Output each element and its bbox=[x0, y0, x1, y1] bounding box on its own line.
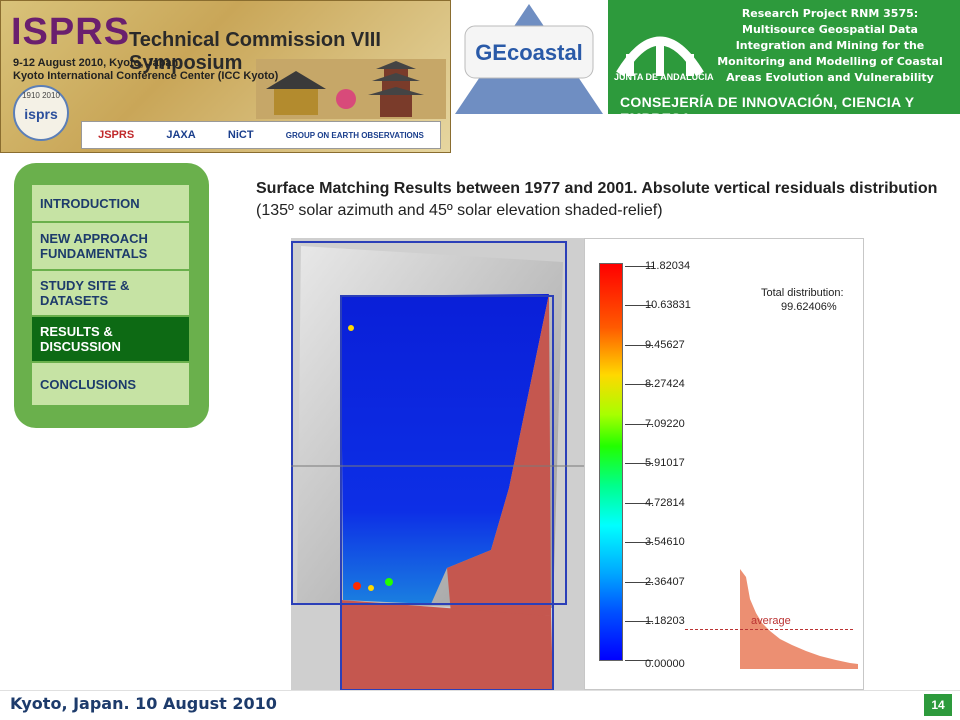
isprs-venue-text: Kyoto International Conference Center (I… bbox=[13, 70, 279, 82]
isprs-subtitle: Technical Commission VIII Symposium bbox=[129, 29, 381, 74]
residuals-map-image bbox=[291, 238, 584, 690]
slide-title-main: Surface Matching Results between 1977 an… bbox=[256, 180, 938, 197]
legend-tick-label: 2.36407 bbox=[645, 576, 685, 588]
section-navigation-list: INTRODUCTION NEW APPROACH FUNDAMENTALS S… bbox=[32, 185, 189, 407]
isprs-title: ISPRS bbox=[11, 11, 131, 53]
legend-tick bbox=[625, 542, 653, 543]
nav-item-conclusions[interactable]: CONCLUSIONS bbox=[32, 363, 189, 407]
isprs-date-text: 9-12 August 2010, Kyoto, Japan bbox=[13, 57, 179, 69]
legend-tick bbox=[625, 305, 653, 306]
legend-tick bbox=[625, 463, 653, 464]
isprs-logo-name: isprs bbox=[24, 106, 58, 122]
legend-tick bbox=[625, 503, 653, 504]
junta-andalucia-banner: JUNTA DE ANDALUCIA Research Project RNM … bbox=[608, 0, 960, 126]
isprs-logo: 1910 2010 isprs bbox=[13, 85, 69, 141]
legend-tick bbox=[625, 660, 653, 661]
legend-tick-label: 0.00000 bbox=[645, 658, 685, 670]
average-label: average bbox=[751, 615, 791, 627]
legend-tick-label: 5.91017 bbox=[645, 457, 685, 469]
research-project-text: Research Project RNM 3575: Multisource G… bbox=[717, 7, 943, 84]
legend-tick-label: 10.63831 bbox=[645, 299, 691, 311]
legend-tick-label: 4.72814 bbox=[645, 497, 685, 509]
legend-tick bbox=[625, 266, 653, 267]
sponsor-nict: NiCT bbox=[227, 129, 254, 141]
sponsor-logos: JSPRS JAXA NiCT GROUP ON EARTH OBSERVATI… bbox=[81, 121, 441, 149]
average-line bbox=[685, 629, 853, 630]
gecoastal-triangle-icon bbox=[455, 4, 603, 114]
nav-item-introduction[interactable]: INTRODUCTION bbox=[32, 185, 189, 223]
isprs-dates: 9-12 August 2010, Kyoto, Japan Kyoto Int… bbox=[13, 57, 278, 83]
legend-tick bbox=[625, 384, 653, 385]
sponsor-jsprs: JSPRS bbox=[98, 129, 135, 141]
residuals-color-bar bbox=[599, 263, 623, 661]
shaded-relief-map bbox=[291, 238, 584, 690]
distribution-title: Total distribution: bbox=[761, 287, 844, 299]
legend-tick-label: 1.18203 bbox=[645, 615, 685, 627]
footer-place-date: Kyoto, Japan. 10 August 2010 bbox=[10, 694, 277, 713]
sponsor-jaxa: JAXA bbox=[166, 129, 196, 141]
legend-tick-label: 7.09220 bbox=[645, 418, 685, 430]
gecoastal-logo-text: GEcoastal bbox=[475, 40, 583, 65]
distribution-value: 99.62406% bbox=[781, 301, 837, 313]
slide-title-detail: (135º solar azimuth and 45º solar elevat… bbox=[256, 202, 663, 219]
legend-tick bbox=[625, 345, 653, 346]
legend-tick-label: 11.82034 bbox=[645, 260, 691, 272]
legend-tick-label: 9.45627 bbox=[645, 339, 685, 351]
consejeria-text: CONSEJERÍA DE INNOVACIÓN, CIENCIA Y EMPR… bbox=[620, 94, 915, 126]
junta-arch-icon bbox=[616, 36, 704, 77]
legend-tick-label: 3.54610 bbox=[645, 536, 685, 548]
isprs-logo-years: 1910 2010 bbox=[22, 91, 60, 100]
nav-item-results[interactable]: RESULTS & DISCUSSION bbox=[32, 317, 189, 363]
legend-tick bbox=[625, 582, 653, 583]
isprs-symposium-banner: ISPRS Technical Commission VIII Symposiu… bbox=[0, 0, 451, 153]
legend-tick bbox=[625, 621, 653, 622]
page-number-badge: 14 bbox=[924, 694, 952, 716]
slide-title: Surface Matching Results between 1977 an… bbox=[256, 178, 946, 222]
gecoastal-logo: GEcoastal bbox=[453, 0, 605, 118]
legend-tick-label: 8.27424 bbox=[645, 378, 685, 390]
junta-name: JUNTA DE ANDALUCIA bbox=[614, 72, 714, 82]
nav-item-study-site[interactable]: STUDY SITE & DATASETS bbox=[32, 271, 189, 317]
residuals-histogram bbox=[740, 569, 858, 669]
footer-divider bbox=[0, 690, 960, 691]
section-navigation: INTRODUCTION NEW APPROACH FUNDAMENTALS S… bbox=[14, 163, 209, 428]
kyoto-temple-illustration bbox=[256, 59, 446, 119]
nav-item-new-approach[interactable]: NEW APPROACH FUNDAMENTALS bbox=[32, 223, 189, 271]
residuals-legend-panel: 11.82034 10.63831 9.45627 8.27424 7.0922… bbox=[584, 238, 864, 690]
sponsor-geo: GROUP ON EARTH OBSERVATIONS bbox=[285, 130, 424, 140]
legend-tick bbox=[625, 424, 653, 425]
